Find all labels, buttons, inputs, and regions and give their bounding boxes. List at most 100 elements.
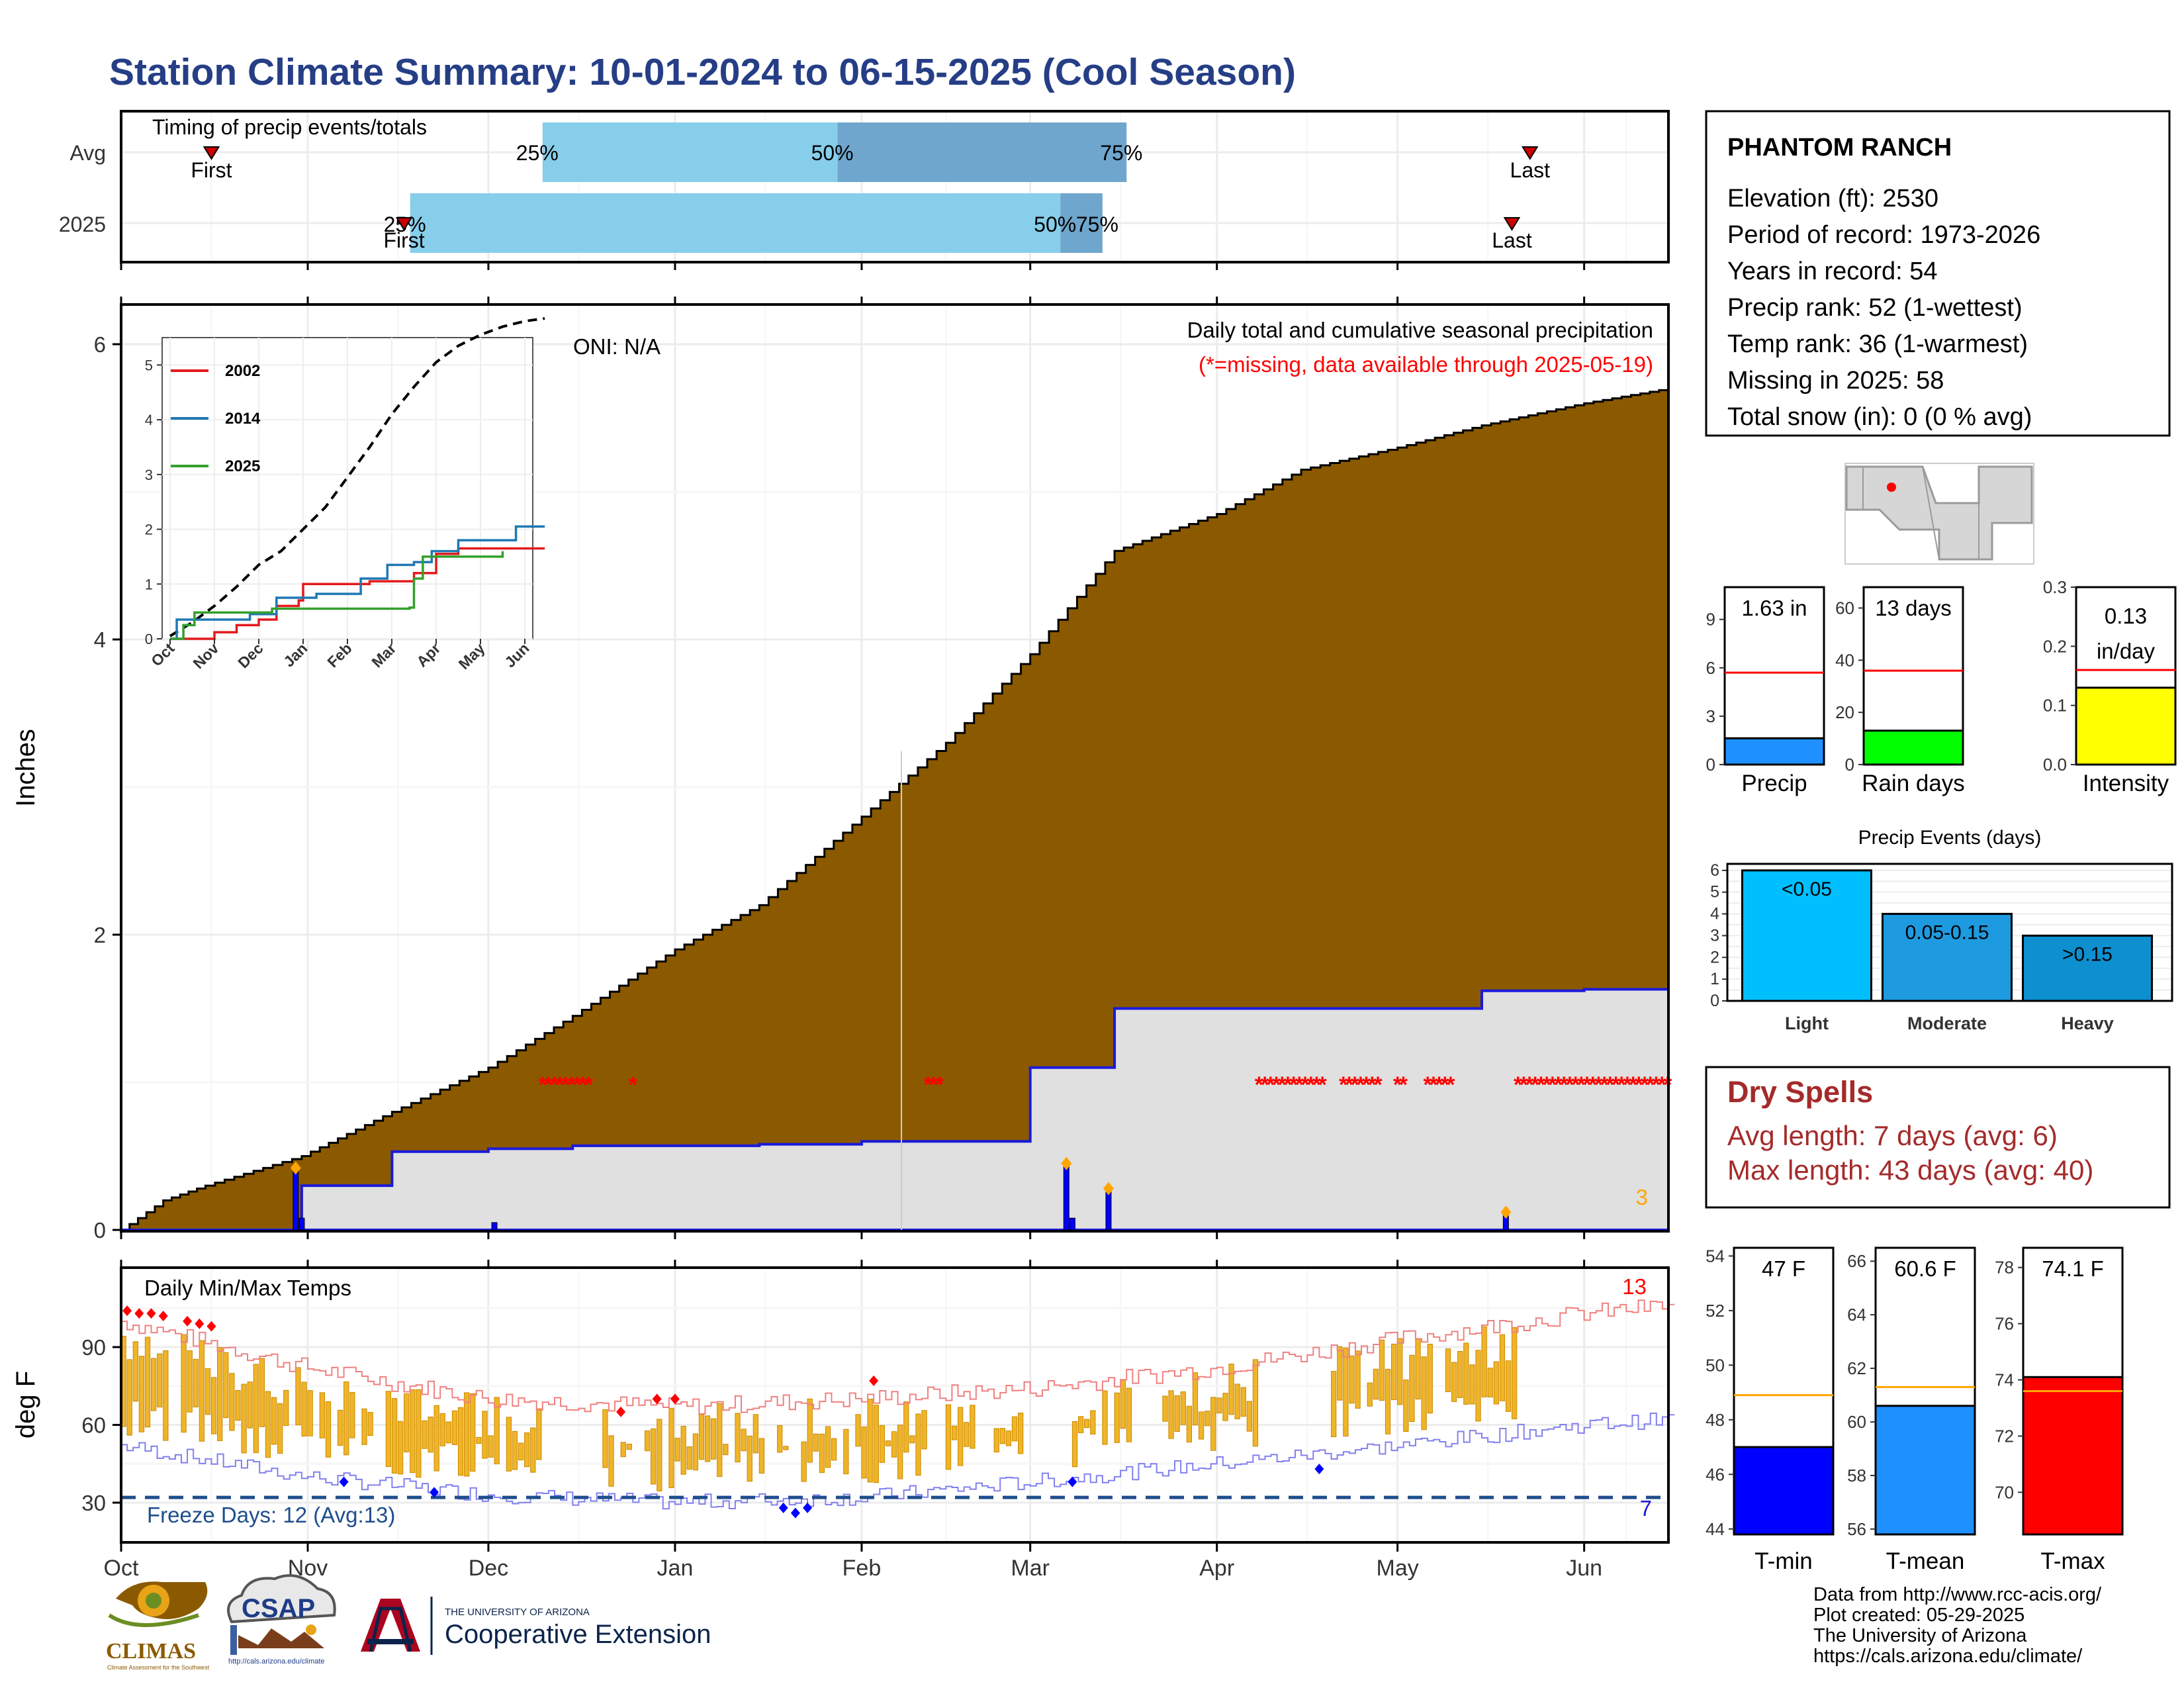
daily-temp-range-bar [1493, 1361, 1499, 1405]
daily-temp-range-bar [422, 1420, 428, 1449]
credits-block: Data from http://www.rcc-acis.org/ Plot … [1813, 1585, 2101, 1667]
missing-day-marker: * [544, 1072, 553, 1098]
missing-day-marker: * [923, 1072, 933, 1098]
missing-day-marker: * [1548, 1072, 1557, 1098]
events-category-label: Light [1785, 1013, 1829, 1033]
oni-label: ONI: N/A [573, 334, 660, 359]
daily-precip-bar [293, 1167, 299, 1231]
timing-bar-25-50 [542, 122, 838, 182]
temp-summary-tick-label: 78 [1995, 1258, 2014, 1278]
daily-temp-range-bar [464, 1392, 470, 1477]
temp-y-tick-label: 60 [81, 1413, 106, 1438]
daily-temp-range-bar [1505, 1360, 1512, 1412]
credit-line-university: The University of Arizona [1813, 1625, 2027, 1646]
daily-temp-range-bar [433, 1405, 439, 1472]
record-high-marker [652, 1393, 662, 1405]
events-tick-label: 1 [1710, 970, 1719, 988]
events-bar-label: >0.15 [2062, 943, 2113, 965]
inset-y-tick-label: 0 [145, 631, 153, 647]
missing-day-marker: * [1266, 1072, 1275, 1098]
events-bar-label: 0.05-0.15 [1905, 922, 1989, 944]
missing-note: (*=missing, data available through 2025-… [1199, 352, 1653, 377]
temp-summary-tick-label: 60 [1847, 1412, 1866, 1432]
daily-temp-range-bar [1487, 1368, 1493, 1397]
climas-logo-subtext: Climate Assessment for the Southwest [107, 1664, 210, 1671]
precip-events-chart: Precip Events (days) <0.05 Light 0.05-0.15 M… [1710, 827, 2173, 1033]
station-info-line: Temp rank: 36 (1-warmest) [1727, 330, 2028, 358]
daily-temp-range-bar [758, 1438, 765, 1474]
temp-summary-tick-label: 48 [1706, 1410, 1725, 1430]
events-bar-heavy [2022, 934, 2153, 1002]
missing-day-marker: * [1525, 1072, 1534, 1098]
events-frame [1726, 863, 2173, 1002]
daily-temp-range-bar [970, 1405, 976, 1449]
temp-summary-value: 60.6 F [1894, 1256, 1956, 1281]
ua-big-text: Cooperative Extension [445, 1620, 711, 1649]
temps-ylabel: deg F [11, 1371, 40, 1438]
daily-temp-range-bar [873, 1405, 879, 1483]
record-high-marker [122, 1305, 132, 1317]
daily-temp-range-bar [1355, 1350, 1361, 1409]
missing-day-marker: * [1283, 1072, 1293, 1098]
missing-day-marker: * [1255, 1072, 1264, 1098]
missing-day-marker: * [1640, 1072, 1649, 1098]
totals-bar-precip [1723, 737, 1825, 766]
temp-summary-tick-label: 72 [1995, 1426, 2014, 1446]
missing-day-marker: * [1520, 1072, 1529, 1098]
daily-temp-range-bar [813, 1433, 819, 1452]
month-tick-label: Mar [1011, 1556, 1050, 1581]
totals-category-label: Rain days [1862, 771, 1965, 796]
daily-temp-range-bar [958, 1407, 964, 1466]
events-tick-label: 2 [1710, 948, 1719, 966]
daily-temp-range-bar [668, 1407, 674, 1488]
totals-tick-label: 0.2 [2043, 636, 2067, 656]
daily-temp-range-bar [295, 1367, 301, 1426]
daily-temp-range-bar [777, 1425, 783, 1453]
daily-temp-range-bar [945, 1404, 952, 1470]
daily-temp-range-bar [1445, 1348, 1451, 1392]
inset-y-tick-label: 4 [145, 412, 153, 428]
record-low-marker [430, 1487, 439, 1498]
daily-temp-range-bar [608, 1435, 614, 1487]
totals-value-label: 13 days [1875, 596, 1952, 620]
missing-day-marker: * [1646, 1072, 1655, 1098]
missing-day-marker: * [935, 1072, 944, 1098]
missing-day-marker: * [1594, 1072, 1604, 1098]
daily-temp-range-bar [1415, 1338, 1421, 1400]
totals-tick-label: 9 [1706, 610, 1715, 630]
temp-summary-tick-label: 46 [1706, 1464, 1725, 1484]
daily-temp-range-bar [1252, 1359, 1259, 1447]
record-high-marker [206, 1321, 216, 1332]
temp-summary-label: T-min [1754, 1548, 1813, 1574]
daily-temp-range-bar [325, 1401, 332, 1458]
missing-day-marker: * [1435, 1072, 1444, 1098]
daily-temp-range-bar [831, 1438, 837, 1461]
daily-temp-range-bar [187, 1350, 193, 1413]
month-tick-label: May [1377, 1556, 1419, 1581]
events-tick-label: 6 [1710, 861, 1719, 880]
daily-temp-range-bar [626, 1443, 632, 1450]
daily-temp-range-bar [1481, 1326, 1487, 1397]
daily-temp-range-bar [445, 1421, 452, 1444]
missing-day-marker: * [1531, 1072, 1540, 1098]
inset-y-tick-label: 2 [145, 522, 153, 538]
daily-temp-range-bar [735, 1413, 741, 1463]
inset-y-tick-label: 3 [145, 467, 153, 483]
daily-temp-range-bar [1077, 1416, 1084, 1433]
locator-map [1844, 463, 2034, 565]
missing-day-marker: * [1441, 1072, 1450, 1098]
missing-day-marker: * [1368, 1072, 1377, 1098]
daily-temp-range-bar [361, 1408, 367, 1445]
inset-2025-line [170, 551, 504, 640]
daily-temp-range-bar [1343, 1347, 1349, 1437]
daily-temp-range-bar [223, 1352, 229, 1419]
missing-day-marker: * [1571, 1072, 1580, 1098]
events-bar-light [1741, 869, 1872, 1002]
daily-temp-range-bar [536, 1408, 542, 1460]
totals-value-label: 1.63 in [1741, 596, 1807, 620]
daily-temp-range-bar [524, 1432, 530, 1468]
timing-p25-label: 25% [516, 141, 559, 165]
daily-temp-range-bar [855, 1414, 861, 1447]
missing-day-marker: * [1560, 1072, 1569, 1098]
missing-day-marker: * [584, 1072, 594, 1098]
